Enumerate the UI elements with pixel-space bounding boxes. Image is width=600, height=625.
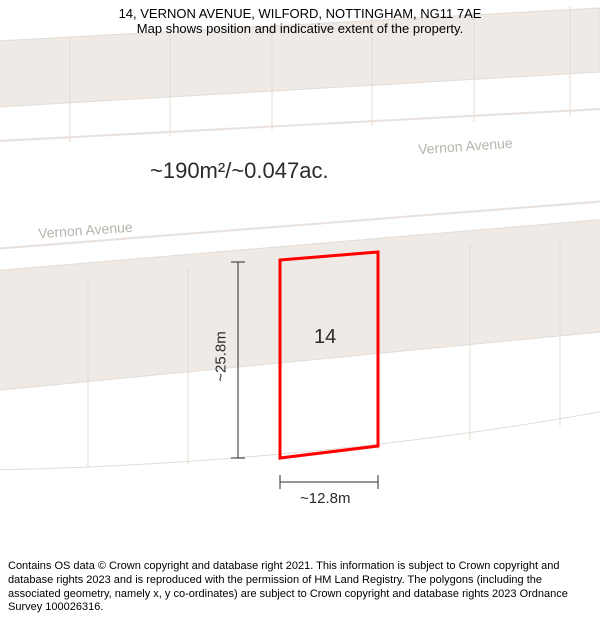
page-title: 14, VERNON AVENUE, WILFORD, NOTTINGHAM, … <box>10 6 590 21</box>
page-subtitle: Map shows position and indicative extent… <box>10 21 590 36</box>
map-canvas: ~190m²/~0.047ac. Vernon Avenue Vernon Av… <box>0 0 600 540</box>
dimension-width-label: ~12.8m <box>300 490 350 507</box>
map-svg <box>0 0 600 540</box>
dimension-height-label: ~25.8m <box>213 331 230 381</box>
house-number: 14 <box>314 326 336 349</box>
copyright-footer: Contains OS data © Crown copyright and d… <box>0 554 600 625</box>
header: 14, VERNON AVENUE, WILFORD, NOTTINGHAM, … <box>0 0 600 38</box>
area-label: ~190m²/~0.047ac. <box>150 158 329 184</box>
